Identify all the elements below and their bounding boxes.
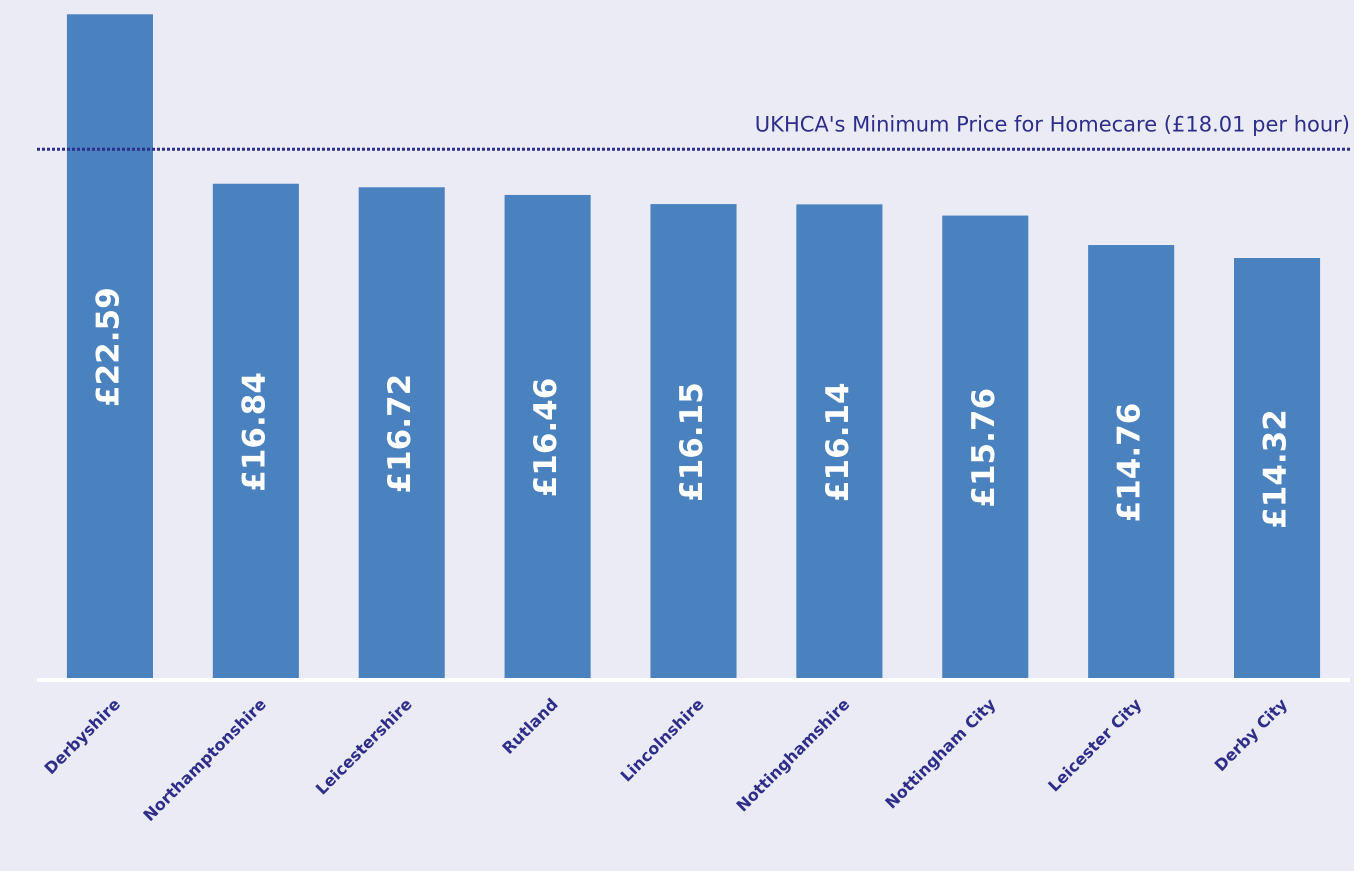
value-label: £16.84	[236, 372, 272, 492]
value-label: £16.46	[528, 378, 564, 498]
x-tick-label: Derby City	[1211, 694, 1292, 775]
bar	[796, 204, 883, 680]
bar	[650, 204, 737, 680]
bar	[1088, 245, 1175, 680]
bar	[358, 187, 445, 680]
value-label: £16.15	[674, 382, 710, 502]
value-label: £14.76	[1112, 403, 1148, 523]
bar	[66, 14, 153, 681]
value-label: £16.14	[820, 382, 856, 502]
x-tick-label: Nottingham City	[881, 694, 999, 812]
value-label: £22.59	[90, 287, 126, 407]
bar	[212, 183, 299, 681]
bar	[504, 194, 591, 680]
bar	[942, 215, 1029, 680]
x-tick-label: Leicestershire	[312, 694, 416, 798]
value-label: £14.32	[1258, 409, 1294, 529]
reference-label: UKHCA's Minimum Price for Homecare (£18.…	[755, 112, 1350, 136]
bar	[1234, 258, 1321, 680]
x-tick-label: Derbyshire	[40, 694, 124, 778]
x-tick-label: Nottinghamshire	[732, 694, 853, 815]
x-tick-label: Rutland	[498, 695, 561, 758]
x-tick-label: Northamptonshire	[139, 694, 269, 824]
x-tick-label: Leicester City	[1044, 694, 1145, 795]
value-label: £16.72	[382, 374, 418, 494]
value-label: £15.76	[966, 388, 1002, 508]
x-tick-label: Lincolnshire	[617, 694, 708, 785]
